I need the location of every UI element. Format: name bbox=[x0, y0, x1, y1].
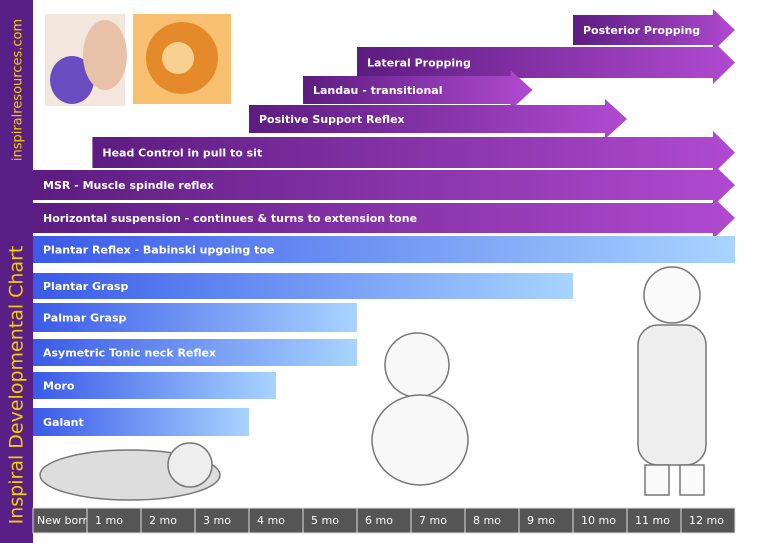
bar bbox=[33, 372, 276, 399]
bar-label: Asymetric Tonic neck Reflex bbox=[43, 347, 216, 360]
axis-cell bbox=[32, 507, 88, 534]
bar bbox=[33, 408, 249, 436]
bar-label: MSR - Muscle spindle reflex bbox=[43, 179, 214, 192]
arrow-bar bbox=[33, 197, 735, 239]
bar bbox=[33, 339, 357, 366]
arrow-bar bbox=[92, 131, 735, 174]
bar bbox=[33, 236, 735, 263]
face bbox=[83, 20, 127, 90]
sidebar-title: Inspiral Developmental Chart bbox=[6, 246, 28, 525]
axis-cell bbox=[626, 507, 682, 534]
bar-label: Moro bbox=[43, 380, 75, 393]
sketch-toddler-body bbox=[637, 324, 707, 466]
axis-label: 1 mo bbox=[95, 514, 123, 527]
axis-label: New born bbox=[37, 514, 90, 527]
bar-label: Lateral Propping bbox=[367, 57, 471, 70]
shell-inner bbox=[162, 42, 194, 74]
sidebar bbox=[0, 0, 33, 543]
axis-cell bbox=[410, 507, 466, 534]
sketch-baby-head bbox=[384, 332, 450, 398]
axis-label: 3 mo bbox=[203, 514, 231, 527]
axis-cell bbox=[572, 507, 628, 534]
bar-label: Horizontal suspension - continues & turn… bbox=[43, 212, 417, 225]
sketches bbox=[39, 266, 707, 501]
bar-label: Landau - transitional bbox=[313, 84, 442, 97]
axis-cell bbox=[194, 507, 250, 534]
arrow-bar bbox=[303, 70, 533, 110]
bar-label: Head Control in pull to sit bbox=[102, 147, 262, 160]
axis-label: 4 mo bbox=[257, 514, 285, 527]
bar-label: Galant bbox=[43, 416, 84, 429]
sketch-toddler-leg bbox=[679, 464, 705, 496]
axis-cell bbox=[464, 507, 520, 534]
bar-label: Plantar Grasp bbox=[43, 280, 128, 293]
bar-label: Positive Support Reflex bbox=[259, 113, 405, 126]
arrow-bar bbox=[33, 164, 735, 206]
sketch-newborn-head bbox=[167, 442, 213, 488]
arrow-bar bbox=[357, 41, 735, 84]
flower bbox=[50, 56, 94, 104]
axis-label: 11 mo bbox=[635, 514, 670, 527]
photos bbox=[45, 14, 231, 106]
axis-cell bbox=[518, 507, 574, 534]
bar bbox=[33, 303, 357, 332]
bar-label: Plantar Reflex - Babinski upgoing toe bbox=[43, 244, 274, 257]
bar bbox=[33, 273, 573, 299]
sketch-toddler-head bbox=[643, 266, 701, 324]
axis-cell bbox=[248, 507, 304, 534]
axis-cell bbox=[140, 507, 196, 534]
axis-cell bbox=[680, 507, 736, 534]
axis-label: 8 mo bbox=[473, 514, 501, 527]
arrow-bar bbox=[573, 9, 735, 51]
axis-label: 6 mo bbox=[365, 514, 393, 527]
axis-label: 7 mo bbox=[419, 514, 447, 527]
sketch-toddler-leg bbox=[644, 464, 670, 496]
axis-cell bbox=[86, 507, 142, 534]
axis-label: 2 mo bbox=[149, 514, 177, 527]
axis-label: 9 mo bbox=[527, 514, 555, 527]
bar-label: Posterior Propping bbox=[583, 24, 700, 37]
axis-cell bbox=[302, 507, 358, 534]
bar-label: Palmar Grasp bbox=[43, 312, 127, 325]
axis-label: 10 mo bbox=[581, 514, 616, 527]
site-name: inspiralresources.com bbox=[11, 19, 26, 161]
arrow-bar bbox=[249, 99, 627, 139]
axis-label: 12 mo bbox=[689, 514, 724, 527]
sketch-baby-body bbox=[371, 394, 469, 486]
axis-label: 5 mo bbox=[311, 514, 339, 527]
